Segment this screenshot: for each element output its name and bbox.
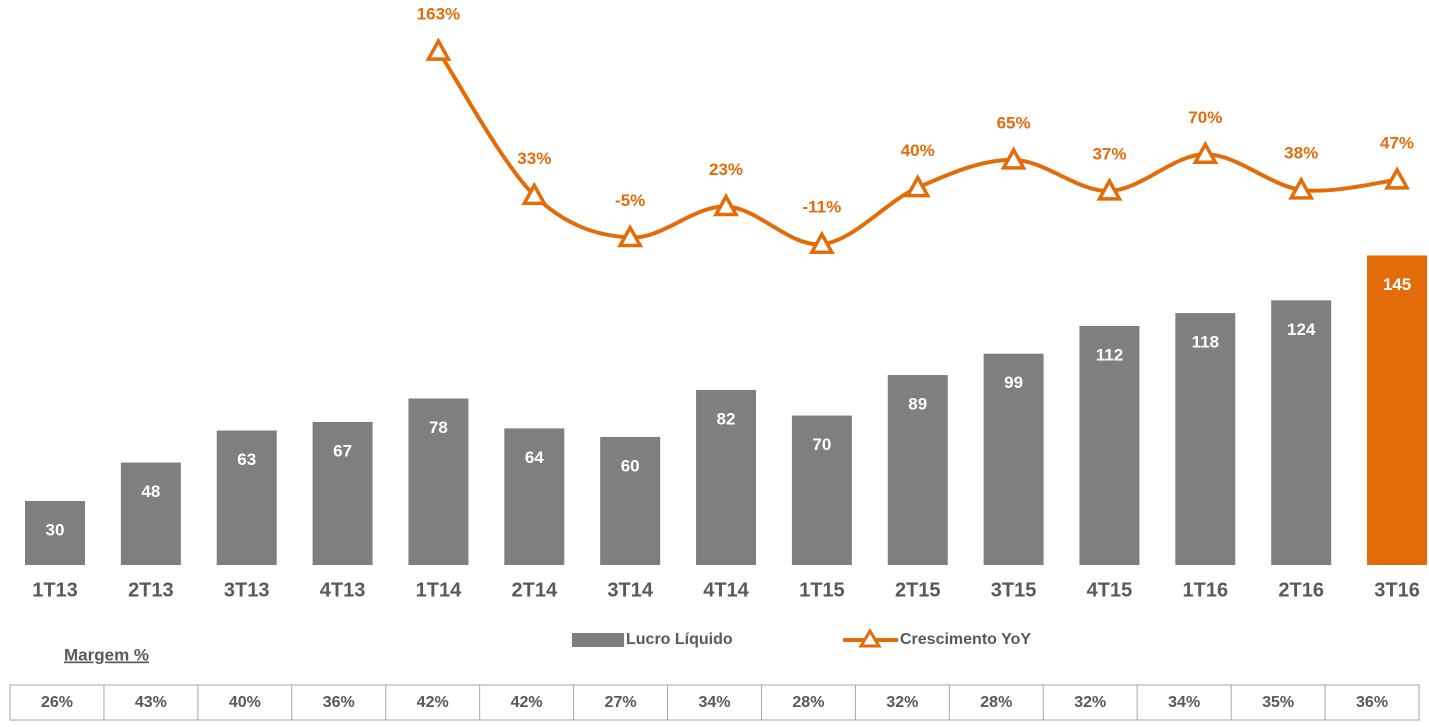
bar [216,430,277,565]
x-tick-label: 4T13 [320,579,366,601]
line-label: 23% [709,160,743,179]
bar-label: 124 [1287,320,1316,339]
bar-label: 60 [621,456,640,475]
x-tick-label: 1T14 [416,579,462,601]
bar [408,398,469,565]
marker [1384,166,1411,190]
table-cell: 40% [229,694,261,711]
bar-label: 82 [717,409,736,428]
line-label: 40% [901,141,935,160]
table-title: Margem % [64,645,149,664]
x-tick-label: 1T16 [1183,579,1229,601]
table-border [9,684,1420,721]
table-cell: 32% [1074,694,1106,711]
table-cell: 27% [605,694,637,711]
table-cell: 34% [1168,694,1200,711]
x-tick-label: 4T15 [1087,579,1133,601]
bar [696,389,757,565]
bar [1367,255,1428,565]
bar-label: 99 [1004,373,1023,392]
line-label: 33% [517,149,551,168]
table-cell: 35% [1262,694,1294,711]
bar-label: 118 [1192,333,1219,352]
bar [120,462,181,565]
x-tick-label: 3T13 [224,579,270,601]
bar [25,500,85,565]
line-label: 70% [1188,108,1222,127]
bar [600,436,661,565]
table-cell: 36% [1356,694,1388,711]
x-tick-label: 2T13 [128,579,174,601]
line-label: 38% [1284,143,1318,162]
bar-label: 70 [812,435,831,454]
legend-label: Crescimento YoY [900,631,1031,648]
bar [1079,325,1140,565]
table-cell: 42% [417,694,449,711]
bar-label: 78 [429,418,448,437]
bar [983,353,1044,565]
table-cell: 36% [323,694,355,711]
table-cell: 28% [980,694,1012,711]
marker [1288,176,1315,200]
bar-label: 48 [141,482,160,501]
bar-label: 63 [237,450,256,469]
bar [312,421,373,565]
table-cell: 42% [511,694,543,711]
marker [1096,177,1123,201]
legend-swatch [572,633,624,647]
marker [808,230,835,254]
marker [1000,146,1027,170]
marker [617,223,644,248]
bar [1175,313,1236,565]
bar-label: 112 [1096,345,1123,364]
line-label: -5% [615,191,645,210]
line-label: -11% [803,198,842,217]
marker [904,173,931,198]
line-label: 163% [417,5,460,24]
x-tick-label: 3T14 [607,579,653,601]
table-cell: 34% [698,694,730,711]
table-cell: 26% [41,694,73,711]
bar [504,428,565,565]
legend-label: Lucro Líquido [626,631,733,648]
bar-label: 30 [46,520,65,539]
bar [1271,300,1332,565]
x-tick-label: 2T14 [512,579,558,601]
x-tick-label: 3T15 [991,579,1037,601]
x-tick-label: 3T16 [1374,579,1420,601]
bar-label: 64 [525,448,544,467]
marker [521,181,548,206]
table-cell: 32% [886,694,918,711]
line-label: 37% [1092,144,1126,163]
x-tick-label: 1T15 [799,579,845,601]
x-tick-label: 2T15 [895,579,941,601]
marker [713,192,739,217]
line-label: 47% [1380,133,1414,152]
bar-label: 67 [333,441,352,460]
line-label: 65% [997,113,1031,132]
x-tick-label: 1T13 [32,579,78,601]
x-tick-label: 4T14 [703,579,749,601]
bar [791,415,852,565]
table-cell: 43% [135,694,167,711]
marker [425,37,452,61]
bar-label: 89 [908,395,927,414]
marker [1192,140,1219,165]
bar [887,375,948,565]
legend-marker [858,628,882,648]
table-cell: 28% [792,694,824,711]
bar-label: 145 [1383,275,1411,294]
x-tick-label: 2T16 [1278,579,1324,601]
